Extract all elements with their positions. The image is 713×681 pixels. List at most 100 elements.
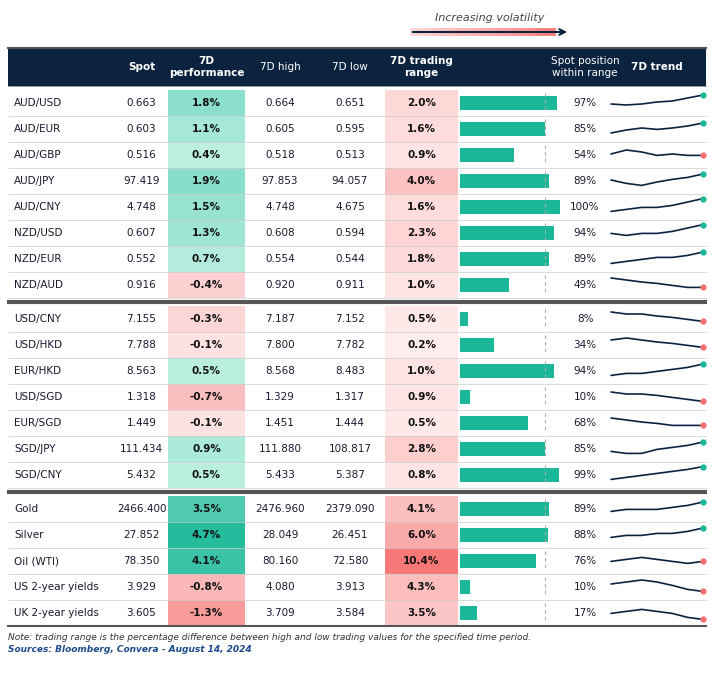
Text: 6.0%: 6.0%	[407, 530, 436, 540]
Text: 4.3%: 4.3%	[407, 582, 436, 592]
Bar	[431, 28, 434, 36]
Text: SGD/JPY: SGD/JPY	[14, 444, 56, 454]
Text: AUD/JPY: AUD/JPY	[14, 176, 56, 186]
Bar	[460, 606, 477, 620]
Text: 27.852: 27.852	[123, 530, 160, 540]
Bar	[385, 194, 458, 220]
Bar	[460, 338, 494, 352]
Text: 7.152: 7.152	[335, 314, 365, 324]
Text: Sources: Bloomberg, Convera - August 14, 2024: Sources: Bloomberg, Convera - August 14,…	[8, 646, 252, 654]
Bar	[385, 384, 458, 410]
Text: 34%: 34%	[573, 340, 597, 350]
Text: UK 2-year yields: UK 2-year yields	[14, 608, 99, 618]
Text: 7D low: 7D low	[332, 62, 368, 72]
Bar	[460, 200, 560, 214]
Bar	[8, 48, 706, 86]
Bar	[535, 28, 538, 36]
Bar	[168, 462, 245, 488]
Bar	[483, 28, 486, 36]
Text: 0.2%: 0.2%	[407, 340, 436, 350]
Bar	[439, 28, 442, 36]
Text: Spot position
within range: Spot position within range	[550, 56, 620, 78]
Bar	[419, 28, 422, 36]
Text: USD/SGD: USD/SGD	[14, 392, 62, 402]
Bar	[460, 252, 549, 266]
Text: 5.387: 5.387	[335, 470, 365, 480]
Bar	[385, 496, 458, 522]
Bar	[532, 28, 535, 36]
Bar	[8, 574, 706, 600]
Text: -0.8%: -0.8%	[190, 582, 223, 592]
Bar	[500, 28, 503, 36]
Text: AUD/USD: AUD/USD	[14, 98, 62, 108]
Text: NZD/AUD: NZD/AUD	[14, 280, 63, 290]
Bar	[460, 528, 548, 542]
Bar	[416, 28, 419, 36]
Bar	[168, 574, 245, 600]
Text: 97.419: 97.419	[123, 176, 160, 186]
Text: 108.817: 108.817	[329, 444, 371, 454]
Bar	[526, 28, 529, 36]
Text: 3.605: 3.605	[127, 608, 156, 618]
Bar	[168, 168, 245, 194]
Bar	[460, 416, 528, 430]
Bar	[385, 90, 458, 116]
Bar	[168, 496, 245, 522]
Text: 0.5%: 0.5%	[192, 366, 221, 376]
Bar	[421, 28, 425, 36]
Bar	[453, 28, 457, 36]
Text: -0.4%: -0.4%	[190, 280, 223, 290]
Text: 94%: 94%	[573, 228, 597, 238]
Text: 0.607: 0.607	[127, 228, 156, 238]
Text: 0.663: 0.663	[127, 98, 156, 108]
Bar	[385, 600, 458, 626]
Bar	[385, 116, 458, 142]
Text: 97%: 97%	[573, 98, 597, 108]
Text: 7D high: 7D high	[260, 62, 300, 72]
Bar	[424, 28, 428, 36]
Bar	[168, 142, 245, 168]
Bar	[8, 496, 706, 522]
Text: 4.748: 4.748	[127, 202, 156, 212]
Bar	[8, 90, 706, 116]
Text: 94.057: 94.057	[332, 176, 368, 186]
Text: 89%: 89%	[573, 176, 597, 186]
Text: 3.709: 3.709	[265, 608, 295, 618]
Text: 0.516: 0.516	[127, 150, 156, 160]
Text: -0.1%: -0.1%	[190, 340, 223, 350]
Bar	[168, 332, 245, 358]
Text: 0.544: 0.544	[335, 254, 365, 264]
Bar	[8, 436, 706, 462]
Text: NZD/USD: NZD/USD	[14, 228, 63, 238]
Bar	[168, 194, 245, 220]
Text: 10%: 10%	[573, 392, 597, 402]
Text: 26.451: 26.451	[332, 530, 368, 540]
Text: 0.7%: 0.7%	[192, 254, 221, 264]
Text: US 2-year yields: US 2-year yields	[14, 582, 98, 592]
Text: Increasing volatility: Increasing volatility	[436, 13, 545, 23]
Bar	[460, 123, 545, 136]
Text: 76%: 76%	[573, 556, 597, 566]
Bar	[385, 306, 458, 332]
Text: 2466.400: 2466.400	[117, 504, 166, 514]
Bar	[460, 469, 559, 481]
Text: 100%: 100%	[570, 202, 600, 212]
Bar	[8, 306, 706, 332]
Text: 1.6%: 1.6%	[407, 202, 436, 212]
Text: -0.3%: -0.3%	[190, 314, 223, 324]
Text: 8.568: 8.568	[265, 366, 295, 376]
Text: -0.1%: -0.1%	[190, 418, 223, 428]
Bar	[168, 436, 245, 462]
Text: 17%: 17%	[573, 608, 597, 618]
Bar	[8, 142, 706, 168]
Text: AUD/EUR: AUD/EUR	[14, 124, 61, 134]
Text: EUR/HKD: EUR/HKD	[14, 366, 61, 376]
Bar	[8, 168, 706, 194]
Text: 3.5%: 3.5%	[407, 608, 436, 618]
Bar	[497, 28, 501, 36]
Bar	[460, 96, 557, 110]
Bar	[529, 28, 533, 36]
Text: EUR/SGD: EUR/SGD	[14, 418, 61, 428]
Bar	[538, 28, 541, 36]
Text: 0.916: 0.916	[127, 280, 156, 290]
